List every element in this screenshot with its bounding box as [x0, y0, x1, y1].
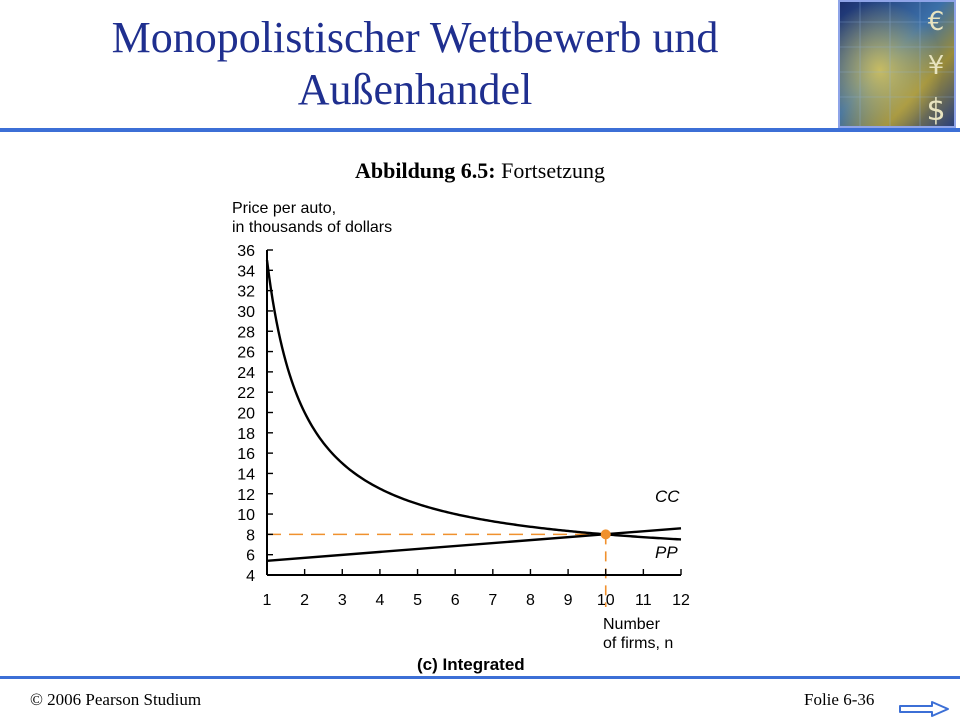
pp-line: [266, 527, 682, 562]
y-tick-label: 34: [237, 263, 255, 280]
y-tick-label: 24: [237, 365, 255, 382]
x-tick-label: 6: [451, 592, 460, 609]
x-tick-label: 5: [413, 592, 422, 609]
footer-divider: [0, 676, 960, 679]
pp-series-label: PP: [655, 543, 678, 562]
figure-label: Abbildung 6.5:: [354, 158, 496, 183]
footer-copyright: © 2006 Pearson Studium: [30, 690, 202, 709]
cc-series-label: CC: [655, 487, 680, 506]
y-tick-label: 22: [237, 385, 255, 402]
y-tick-label: 30: [237, 304, 255, 321]
logo-yen: ¥: [928, 51, 945, 81]
y-tick-label: 18: [237, 426, 255, 443]
footer-slide-number: Folie 6-36: [804, 690, 875, 709]
x-tick-label: 3: [338, 592, 347, 609]
title-line-1: Monopolistischer Wettbewerb und: [111, 13, 719, 62]
x-tick-label: 10: [597, 592, 615, 609]
currency-logo-icon: € ¥ $: [840, 2, 954, 126]
logo-euro: €: [928, 7, 945, 37]
x-tick-label: 7: [488, 592, 497, 609]
logo-dollar: $: [926, 93, 945, 126]
x-tick-label: 2: [300, 592, 309, 609]
figure-caption: Abbildung 6.5: Fortsetzung: [0, 158, 960, 184]
y-tick-label: 20: [237, 406, 255, 423]
x-tick-label: 9: [564, 592, 573, 609]
x-tick-label: 1: [263, 592, 272, 609]
x-tick-label: 11: [635, 592, 652, 609]
y-tick-label: 4: [246, 568, 255, 585]
chart: Price per auto, in thousands of dollars …: [232, 200, 690, 674]
x-tick-label: 12: [672, 592, 690, 609]
panel-label: (c) Integrated: [417, 655, 525, 674]
y-tick-label: 6: [246, 548, 255, 565]
currency-logo: € ¥ $: [838, 0, 956, 128]
y-tick-label: 16: [237, 446, 255, 463]
y-tick-label: 12: [237, 487, 255, 504]
equilibrium-point: [600, 529, 611, 540]
x-tick-label: 8: [526, 592, 535, 609]
figure-caption-text: Fortsetzung: [501, 158, 605, 183]
title-line-2: Außenhandel: [297, 65, 533, 114]
y-tick-label: 28: [237, 324, 255, 341]
cc-curve: [265, 260, 682, 541]
y-tick-label: 14: [237, 466, 255, 483]
y-tick-label: 10: [237, 507, 255, 524]
y-tick-label: 32: [237, 284, 255, 301]
y-axis-label-line-2: in thousands of dollars: [232, 219, 392, 236]
y-tick-label: 26: [237, 345, 255, 362]
slide-title: Monopolistischer Wettbewerb und Außenhan…: [20, 12, 810, 116]
y-tick-label: 36: [237, 243, 255, 260]
x-axis-label-line-2: of firms, n: [603, 635, 673, 652]
y-axis-label-line-1: Price per auto,: [232, 200, 336, 217]
title-divider: [0, 128, 960, 132]
x-tick-label: 4: [375, 592, 384, 609]
y-tick-label: 8: [246, 527, 255, 544]
next-slide-arrow-icon[interactable]: [898, 700, 950, 718]
x-axis-label-line-1: Number: [603, 616, 661, 633]
